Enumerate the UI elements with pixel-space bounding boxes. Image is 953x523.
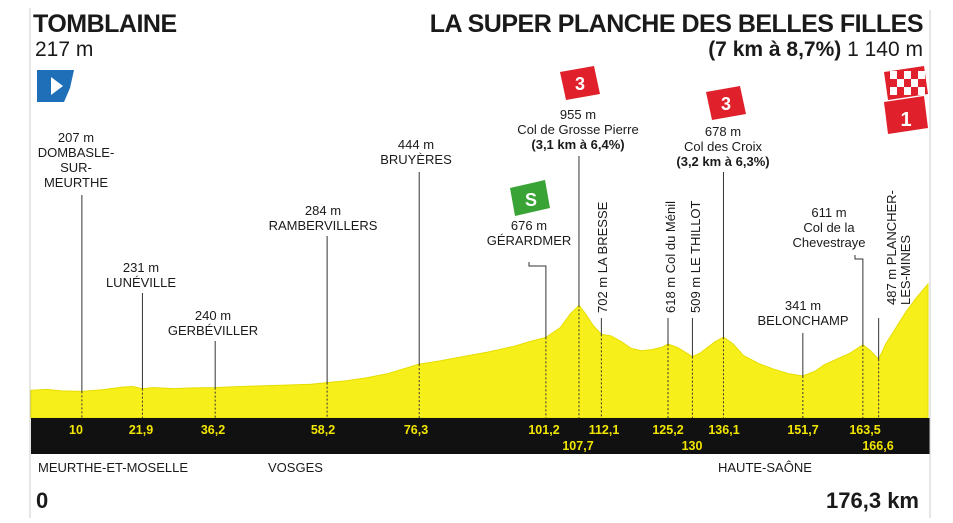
altitude-label: 676 m	[510, 218, 548, 233]
km-label-belonchamp: 151,7	[787, 423, 819, 437]
distance-bar	[31, 418, 930, 454]
label-luneville: 231 m LUNÉVILLE	[106, 260, 176, 290]
label-dombasle: 207 m DOMBASLE- SUR- MEURTHE	[38, 130, 115, 190]
finish-climb: (7 km à 8,7%)	[708, 38, 842, 61]
label-gerbeviller: 240 m GERBÉVILLER	[168, 308, 258, 338]
climb-category-text: 3	[721, 94, 731, 114]
connector-line	[528, 262, 547, 338]
climb-details: (3,1 km à 6,4%)	[531, 137, 625, 152]
start-flag-arrow	[51, 77, 63, 95]
town-name: BRUYÈRES	[380, 152, 452, 167]
checker-square	[890, 71, 897, 79]
town-name: SUR-	[60, 160, 92, 175]
checker-square	[918, 71, 925, 79]
checker-square	[918, 87, 925, 95]
km-label-gerardmer: 101,2	[528, 423, 560, 437]
altitude-label: 240 m	[194, 308, 232, 323]
altitude-label: 678 m	[704, 124, 742, 139]
finish-category-icon	[884, 96, 928, 134]
finish-details: (7 km à 8,7%) 1 140 m	[708, 38, 923, 62]
label-col-du-menil: 618 m Col du Ménil	[663, 201, 678, 313]
checker-square	[897, 79, 904, 87]
km-label-dombasle: 10	[69, 423, 83, 437]
town-name: 487 m PLANCHER-	[884, 190, 899, 305]
climb-details: (3,2 km à 6,3%)	[676, 154, 770, 169]
km-label-gerbeviller: 36,2	[200, 423, 226, 437]
distance-total: 176,3 km	[826, 488, 919, 513]
sprint-text: S	[525, 190, 537, 210]
label-belonchamp: 341 m BELONCHAMP	[757, 298, 848, 328]
altitude-label: 444 m	[397, 137, 435, 152]
connector-line	[854, 255, 864, 345]
label-rambervillers: 284 m RAMBERVILLERS	[269, 203, 378, 233]
town-name: MEURTHE	[43, 175, 109, 190]
finish-category-text: 1	[900, 109, 911, 131]
label-le-thillot: 509 m LE THILLOT	[688, 200, 703, 313]
start-altitude: 217 m	[35, 38, 94, 61]
km-label-plancher: 166,6	[862, 439, 894, 453]
town-name: BELONCHAMP	[757, 313, 849, 328]
start-town: TOMBLAINE	[33, 10, 177, 38]
distance-start: 0	[36, 488, 49, 513]
climb-name: Chevestraye	[792, 235, 866, 250]
climb-category-text: 3	[575, 74, 585, 94]
region-haute-saone: HAUTE-SAÔNE	[718, 460, 812, 475]
label-col-des-croix: 678 m Col des Croix (3,2 km à 6,3%)	[676, 124, 769, 169]
finish-town: LA SUPER PLANCHE DES BELLES FILLES	[429, 10, 924, 38]
checker-square	[890, 87, 897, 95]
km-label-chevestraye: 163,5	[849, 423, 881, 437]
region-vosges: VOSGES	[268, 460, 323, 475]
climb-name: Col des Croix	[683, 139, 763, 154]
checker-square	[911, 79, 918, 87]
label-la-bresse: 702 m LA BRESSE	[595, 201, 610, 313]
region-meurthe-et-moselle: MEURTHE-ET-MOSELLE	[38, 460, 189, 475]
town-name: RAMBERVILLERS	[268, 218, 378, 233]
town-name: GERBÉVILLER	[167, 323, 259, 338]
town-name: DOMBASLE-	[37, 145, 115, 160]
altitude-label: 207 m	[57, 130, 95, 145]
altitude-label: 611 m	[811, 205, 847, 220]
checker-square	[904, 87, 911, 95]
climb-name: Col de Grosse Pierre	[517, 122, 639, 137]
climb-category-icon	[560, 66, 600, 100]
label-chevestraye: 611 m Col de la Chevestraye	[793, 205, 866, 250]
km-label-luneville: 21,9	[128, 423, 154, 437]
altitude-label: 231 m	[122, 260, 160, 275]
altitude-label: 955 m	[559, 107, 597, 122]
altitude-label: 284 m	[304, 203, 342, 218]
km-label-col-des-croix: 136,1	[708, 423, 740, 437]
label-bruyeres: 444 m BRUYÈRES	[380, 137, 452, 167]
label-gerardmer: 676 m GÉRARDMER	[487, 218, 572, 248]
town-name: LES-MINES	[898, 234, 913, 305]
km-label-bruyeres: 76,3	[403, 423, 429, 437]
climb-category-icon	[706, 86, 746, 120]
km-label-rambervillers: 58,2	[310, 423, 336, 437]
label-plancher-les-mines: 487 m PLANCHER- LES-MINES	[884, 190, 913, 305]
finish-altitude: 1 140 m	[847, 38, 923, 61]
altitude-label: 341 m	[784, 298, 822, 313]
climb-name: Col de la	[803, 220, 855, 235]
town-name: GÉRARDMER	[486, 233, 572, 248]
sprint-icon	[510, 180, 550, 216]
km-label-grosse-pierre: 107,7	[562, 439, 594, 453]
town-name: LUNÉVILLE	[105, 275, 177, 290]
label-grosse-pierre: 955 m Col de Grosse Pierre (3,1 km à 6,4…	[517, 107, 638, 152]
km-label-la-bresse: 112,1	[588, 423, 620, 437]
km-label-le-thillot: 130	[681, 439, 703, 453]
checker-square	[904, 71, 911, 79]
km-label-col-du-menil: 125,2	[652, 423, 684, 437]
